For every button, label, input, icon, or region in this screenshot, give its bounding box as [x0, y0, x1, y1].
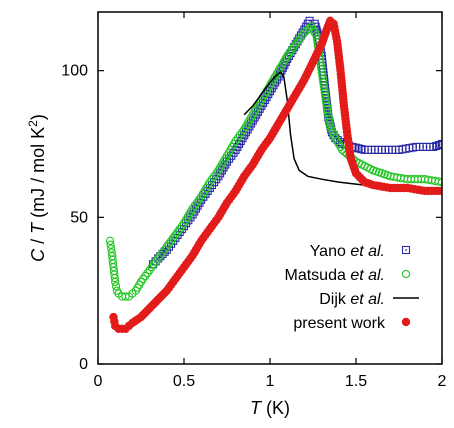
legend-label: Yano et al. [310, 243, 385, 260]
y-tick-label: 0 [79, 356, 88, 373]
series-yano [148, 16, 442, 269]
data-point [111, 282, 121, 291]
data-point [105, 236, 115, 245]
y-axis-label: C / T (mJ / mol K2) [26, 114, 48, 262]
x-tick-label: 1 [266, 373, 275, 390]
axis-labels: T (K) C / T (mJ / mol K2) [26, 114, 290, 418]
data-point [437, 186, 442, 196]
y-tick-label: 100 [61, 63, 88, 80]
data-point [110, 274, 119, 283]
legend-item-matsuda: Matsuda et al. [285, 267, 411, 284]
legend-marker [401, 269, 411, 279]
legend: Yano et al. Matsuda et al. Dijk et al. pres… [285, 243, 419, 332]
legend-item-dijk: Dijk et al. [319, 291, 419, 308]
legend-label: Dijk et al. [319, 291, 385, 308]
x-tick-label: 0.5 [173, 373, 195, 390]
legend-label: Matsuda et al. [285, 267, 386, 284]
x-tick-label: 1.5 [345, 373, 367, 390]
legend-label: present work [293, 315, 386, 332]
data-point [121, 292, 130, 301]
x-tick-label: 2 [438, 373, 447, 390]
data-point [305, 16, 314, 25]
legend-item-yano: Yano et al. [310, 243, 411, 260]
series-present [109, 16, 442, 333]
legend-marker [401, 245, 411, 255]
data-point [106, 240, 115, 249]
y-tick-label: 50 [70, 209, 88, 226]
data-point [111, 277, 120, 287]
legend-item-present: present work [293, 315, 411, 332]
data-point [304, 24, 314, 33]
x-axis-label: T (K) [250, 398, 290, 418]
legend-marker [401, 317, 411, 327]
data-point [434, 177, 442, 186]
ticks-layer: 0 0.5 1 1.5 2 0 50 100 [61, 12, 447, 390]
data-layer [105, 16, 442, 333]
x-tick-label: 0 [94, 373, 103, 390]
